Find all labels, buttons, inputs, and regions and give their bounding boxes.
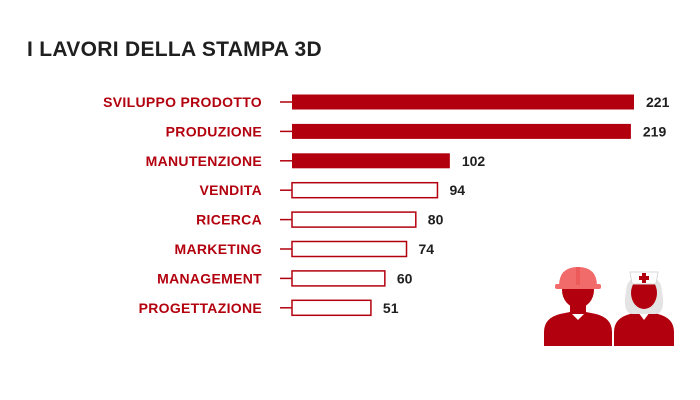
category-label: MARKETING bbox=[175, 241, 262, 257]
category-label: MANUTENZIONE bbox=[146, 153, 262, 169]
value-label: 80 bbox=[428, 212, 444, 228]
value-label: 51 bbox=[383, 300, 399, 316]
bar bbox=[291, 240, 408, 258]
bar bbox=[292, 94, 634, 110]
bar bbox=[291, 299, 372, 317]
value-label: 221 bbox=[646, 94, 670, 110]
value-label: 74 bbox=[419, 241, 435, 257]
worker-hard-hat-icon bbox=[544, 267, 612, 346]
category-label: MANAGEMENT bbox=[157, 270, 262, 286]
nurse-icon bbox=[614, 271, 674, 346]
bar bbox=[292, 123, 631, 139]
category-label: RICERCA bbox=[196, 212, 262, 228]
bar bbox=[291, 211, 417, 228]
bar bbox=[291, 270, 386, 287]
bar bbox=[291, 181, 439, 199]
bar bbox=[292, 153, 450, 169]
workers-illustration bbox=[544, 267, 674, 346]
value-label: 219 bbox=[643, 123, 667, 139]
value-label: 94 bbox=[449, 182, 465, 198]
category-label: PRODUZIONE bbox=[166, 123, 262, 139]
value-label: 102 bbox=[462, 153, 486, 169]
chart-title: I LAVORI DELLA STAMPA 3D bbox=[27, 38, 322, 61]
category-label: PROGETTAZIONE bbox=[139, 300, 262, 316]
category-label: VENDITA bbox=[199, 182, 262, 198]
value-label: 60 bbox=[397, 270, 413, 286]
category-label: SVILUPPO PRODOTTO bbox=[103, 94, 262, 110]
